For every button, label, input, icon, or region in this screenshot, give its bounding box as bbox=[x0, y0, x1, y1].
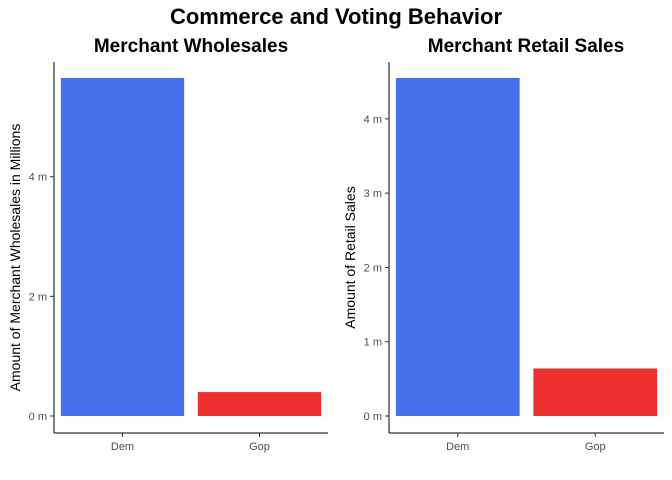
chart-panel-2: Merchant Retail Sales 0 m 1 m 2 m 3 m 4 m Dem G… bbox=[342, 36, 664, 453]
y-axis-title: Amount of Merchant Wholesales in Million… bbox=[7, 124, 23, 392]
y-tick-label: 3 m bbox=[364, 188, 382, 200]
figure-title: Commerce and Voting Behavior bbox=[170, 4, 503, 29]
y-tick-label: 0 m bbox=[29, 411, 47, 423]
y-tick-label: 1 m bbox=[364, 337, 382, 349]
bar-dem bbox=[60, 78, 185, 416]
bar-dem bbox=[395, 78, 520, 416]
x-tick-label: Gop bbox=[585, 441, 606, 453]
y-tick-label: 2 m bbox=[29, 291, 47, 303]
x-tick-label: Gop bbox=[249, 441, 270, 453]
y-axis-title: Amount of Retail Sales bbox=[342, 186, 358, 328]
chart-panel-1: Merchant Wholesales 0 m 2 m 4 m Dem Gop Amount… bbox=[7, 36, 328, 453]
panel-title: Merchant Retail Sales bbox=[428, 36, 624, 57]
chart-panels: Merchant Wholesales 0 m 2 m 4 m Dem Gop Amount… bbox=[7, 36, 664, 453]
y-tick-label: 4 m bbox=[29, 172, 47, 184]
y-tick-label: 0 m bbox=[364, 411, 382, 423]
y-tick-label: 2 m bbox=[364, 262, 382, 274]
bar-gop bbox=[197, 392, 322, 416]
x-tick-label: Dem bbox=[446, 441, 469, 453]
x-tick-label: Dem bbox=[111, 441, 134, 453]
bar-gop bbox=[533, 368, 658, 416]
y-tick-label: 4 m bbox=[364, 114, 382, 126]
panel-title: Merchant Wholesales bbox=[94, 36, 288, 57]
